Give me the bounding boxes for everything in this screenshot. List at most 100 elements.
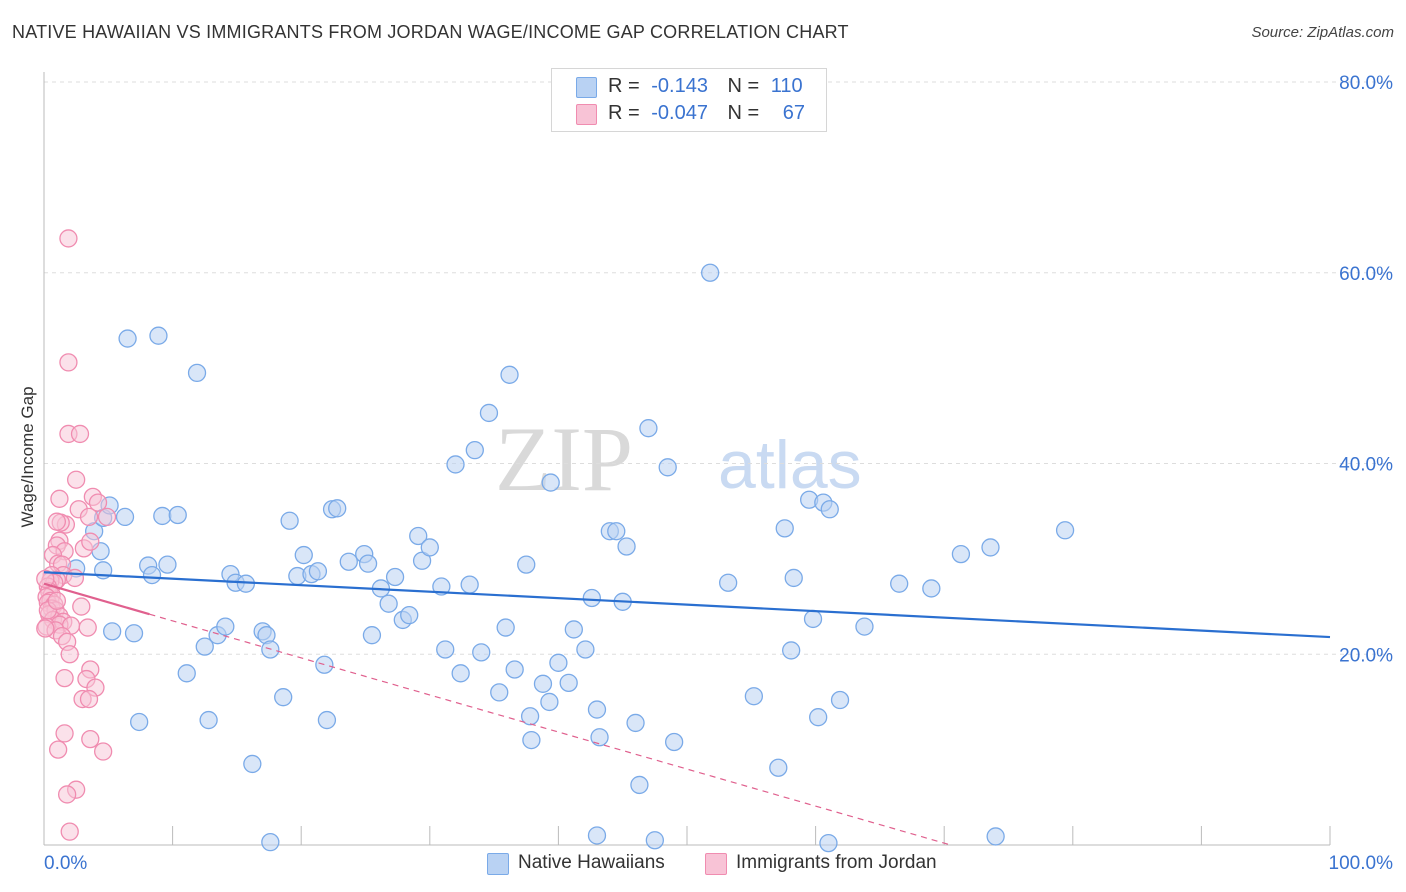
point-native-hawaiian: [630, 775, 649, 795]
point-native-hawaiian: [199, 710, 218, 730]
point-native-hawaiian: [118, 329, 137, 348]
point-native-hawaiian: [409, 526, 428, 546]
trend-lines: [43, 571, 1331, 846]
point-native-hawaiian: [951, 544, 971, 564]
point-jordan: [60, 822, 79, 841]
point-native-hawaiian: [522, 730, 541, 750]
point-native-hawaiian: [855, 617, 874, 636]
point-native-hawaiian: [626, 713, 645, 733]
legend-swatch-blue: [576, 77, 597, 98]
point-native-hawaiian: [782, 641, 801, 660]
jordan-points: [36, 229, 117, 841]
point-native-hawaiian: [664, 732, 684, 752]
series-legend: Native Hawaiians Immigrants from Jordan: [0, 852, 1406, 878]
point-native-hawaiian: [385, 567, 405, 587]
point-native-hawaiian: [465, 440, 484, 460]
y-tick-label: 80.0%: [1339, 73, 1393, 94]
point-native-hawaiian: [490, 683, 509, 702]
point-native-hawaiian: [124, 624, 144, 643]
point-native-hawaiian: [533, 674, 553, 693]
watermark-atlas: atlas: [718, 427, 862, 503]
legend-n-value: 67: [782, 102, 806, 124]
point-jordan: [94, 742, 113, 761]
point-native-hawaiian: [274, 688, 293, 707]
point-jordan: [97, 507, 117, 527]
point-native-hawaiian: [187, 363, 207, 383]
point-jordan: [79, 507, 99, 527]
trend-line-jordan: [43, 582, 150, 616]
legend-label: Native Hawaiians: [518, 852, 665, 873]
point-native-hawaiian: [261, 832, 280, 852]
point-native-hawaiian: [819, 833, 838, 853]
watermark: ZIP atlas: [495, 408, 862, 510]
point-jordan: [47, 512, 67, 531]
point-native-hawaiian: [587, 700, 607, 719]
point-jordan: [81, 532, 100, 551]
point-jordan: [81, 729, 100, 749]
point-native-hawaiian: [446, 455, 465, 474]
legend-swatch-pink: [705, 853, 727, 875]
point-native-hawaiian: [520, 707, 540, 726]
point-jordan: [67, 470, 86, 489]
point-native-hawaiian: [744, 687, 764, 706]
point-native-hawaiian: [559, 673, 578, 693]
x-tick-label-min: 0.0%: [44, 853, 87, 874]
point-native-hawaiian: [1055, 521, 1075, 540]
point-native-hawaiian: [541, 473, 560, 492]
point-native-hawaiian: [400, 605, 419, 625]
point-native-hawaiian: [590, 728, 609, 747]
gridlines: [44, 81, 1393, 655]
point-jordan: [55, 668, 74, 688]
point-jordan: [72, 597, 91, 616]
point-native-hawaiian: [158, 555, 177, 574]
point-native-hawaiian: [432, 577, 451, 596]
point-native-hawaiian: [645, 831, 664, 850]
point-jordan: [60, 645, 79, 664]
point-native-hawaiian: [639, 419, 658, 438]
point-native-hawaiian: [658, 458, 677, 477]
point-native-hawaiian: [700, 263, 720, 282]
point-native-hawaiian: [315, 655, 334, 674]
point-native-hawaiian: [436, 640, 455, 659]
point-native-hawaiian: [775, 519, 794, 538]
correlation-legend: R = -0.143 N = 110 R = -0.047 N = 67: [551, 68, 827, 132]
x-tick-label-max: 100.0%: [1329, 853, 1394, 874]
legend-r-label: R =: [608, 75, 640, 97]
point-native-hawaiian: [216, 617, 235, 636]
point-native-hawaiian: [472, 643, 491, 662]
point-native-hawaiian: [358, 554, 378, 573]
point-native-hawaiian: [784, 568, 803, 588]
point-native-hawaiian: [149, 326, 168, 345]
legend-r-value: -0.143: [651, 75, 708, 97]
y-tick-label: 60.0%: [1339, 264, 1393, 285]
point-native-hawaiian: [607, 522, 626, 541]
point-jordan: [78, 618, 97, 637]
point-native-hawaiian: [308, 562, 328, 581]
point-native-hawaiian: [986, 827, 1005, 846]
point-native-hawaiian: [803, 609, 823, 629]
point-native-hawaiian: [922, 579, 941, 598]
point-native-hawaiian: [496, 618, 515, 637]
point-native-hawaiian: [500, 365, 519, 384]
trend-line-native-hawaiians: [43, 571, 1331, 639]
source-label: Source: ZipAtlas.com: [1251, 24, 1394, 41]
legend-n-label: N =: [727, 75, 760, 97]
point-jordan: [36, 569, 55, 589]
point-native-hawaiian: [564, 620, 583, 639]
axis-labels: 20.0% 40.0% 60.0% 80.0% 0.0% 100.0% Wage/Incom…: [18, 73, 1393, 874]
point-native-hawaiian: [280, 511, 299, 530]
point-native-hawaiian: [420, 538, 439, 557]
legend-n-value: 110: [770, 75, 803, 97]
y-axis-title: Wage/Income Gap: [18, 386, 37, 527]
point-native-hawaiian: [243, 754, 262, 774]
point-native-hawaiian: [460, 575, 479, 594]
point-native-hawaiian: [617, 537, 636, 556]
point-native-hawaiian: [168, 505, 187, 525]
point-native-hawaiian: [195, 637, 214, 656]
point-jordan: [50, 489, 69, 508]
legend-swatch-pink: [576, 104, 597, 125]
point-jordan: [88, 493, 108, 512]
point-native-hawaiian: [142, 565, 162, 585]
point-jordan: [48, 740, 68, 759]
point-jordan: [59, 353, 78, 372]
